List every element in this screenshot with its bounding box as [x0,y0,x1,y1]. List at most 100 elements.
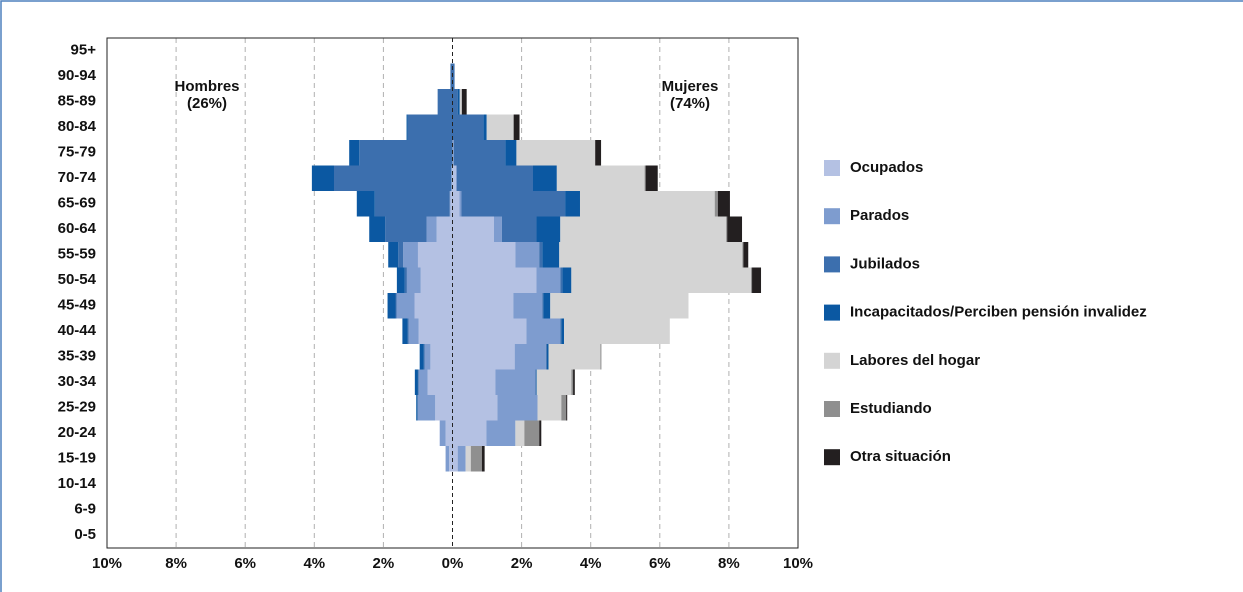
bar-segment [419,344,424,370]
y-tick-label: 75-79 [58,144,96,161]
bar-segment [452,395,498,421]
bar-segment [561,318,565,344]
bar-segment [449,446,453,472]
bar-segment [356,191,375,217]
legend-label: Incapacitados/Perciben pensión invalidez [850,304,1147,321]
annotation: (26%) [187,95,227,112]
bar-segment [452,242,516,268]
legend-label: Otra situación [850,448,951,465]
bar-segment [417,242,453,268]
bar-segment [560,267,563,293]
bar-segment [459,89,462,115]
legend-swatch [824,256,840,273]
bar-segment [481,446,485,472]
bar-segment [452,140,454,166]
legend-label: Labores del hogar [850,352,980,369]
bar-segment [452,63,455,89]
bar-segment [452,420,487,446]
bar-segment [403,242,418,268]
bar-segment [427,369,453,395]
y-tick-label: 50-54 [58,271,97,288]
bar-segment [436,216,453,242]
bar-segment [600,344,602,370]
y-tick-label: 30-34 [58,373,97,390]
bar-segment [566,395,568,421]
bar-segment [417,395,436,421]
bar-segment [539,242,543,268]
bar-segment [560,318,562,344]
bar-segment [513,114,520,140]
bar-segment [414,293,453,319]
bar-segment [571,267,752,293]
y-tick-label: 35-39 [58,348,96,365]
legend-swatch [824,401,840,417]
x-tick-label: 10% [783,555,813,572]
x-tick-label: 4% [580,555,602,572]
bar-segment [595,140,602,166]
legend-label: Estudiando [850,400,932,417]
y-tick-label: 55-59 [58,246,96,263]
bar-segment [536,369,537,395]
bar-segment [452,165,456,191]
bar-segment [369,216,386,242]
bar-segment [402,318,408,344]
bar-segment [470,446,482,472]
bar-segment [539,420,542,446]
annotation: Hombres [174,78,239,95]
x-tick-label: 2% [373,555,395,572]
bar-segment [717,191,730,217]
bar-segment [396,267,405,293]
legend-label: Ocupados [850,159,923,176]
bar-segment [726,216,728,242]
bar-segment [457,446,466,472]
bar-segment [571,369,574,395]
bar-segment [417,369,419,395]
bar-segment [396,293,415,319]
y-tick-label: 95+ [71,42,97,59]
bar-segment [450,63,453,89]
bar-segment [495,369,536,395]
bar-segment [505,140,517,166]
bar-segment [437,89,453,115]
bar-segment [456,165,534,191]
bar-segment [560,216,727,242]
bar-segment [424,344,431,370]
y-tick-label: 65-69 [58,195,96,212]
bar-segment [445,420,453,446]
y-tick-label: 40-44 [58,322,97,339]
bar-segment [388,242,399,268]
bar-segment [406,114,408,140]
bar-segment [565,191,580,217]
x-tick-label: 6% [649,555,671,572]
bar-segment [457,89,460,115]
bar-segment [550,293,689,319]
bar-segment [743,242,749,268]
bar-segment [359,140,453,166]
y-tick-label: 6-9 [74,501,96,518]
bar-segment [461,191,566,217]
bar-segment [579,191,715,217]
bar-segment [543,293,551,319]
y-tick-label: 80-84 [58,118,97,135]
bar-segment [451,165,453,191]
bar-segment [407,114,453,140]
bar-segment [349,140,360,166]
bar-segment [546,344,549,370]
bar-segment [542,242,560,268]
y-tick-label: 70-74 [58,169,97,186]
y-tick-label: 15-19 [58,450,96,467]
bar-segment [501,216,537,242]
bar-segment [418,318,453,344]
bar-segment [645,165,658,191]
bar-segment [533,165,557,191]
bar-segment [406,267,421,293]
bar-segment [452,446,458,472]
legend-swatch [824,449,840,466]
y-tick-label: 10-14 [58,475,97,492]
bar-segment [333,165,452,191]
bar-segment [395,293,397,319]
bar-segment [420,267,453,293]
bar-segment [513,293,543,319]
bar-segment [418,369,428,395]
bar-segment [493,216,502,242]
